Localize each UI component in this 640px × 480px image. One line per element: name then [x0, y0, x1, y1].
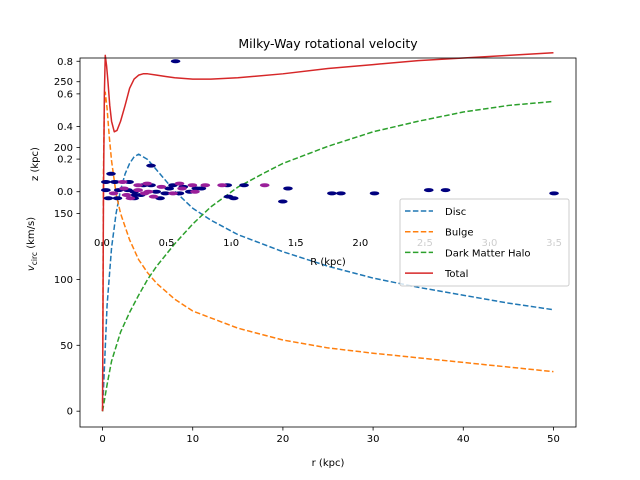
legend-label-total: Total — [444, 269, 468, 280]
inset-y-tick-label: 0.4 — [57, 122, 73, 133]
scatter-point-purple — [133, 188, 143, 193]
main-y-tick-label: 50 — [60, 341, 73, 352]
inset-x-tick-label: 1.5 — [288, 238, 304, 249]
scatter-point-navy — [101, 179, 111, 184]
scatter-point-navy — [283, 186, 293, 191]
main-axes-frame — [79, 57, 577, 428]
scatter-point-purple — [139, 191, 150, 196]
main-y-axis-label: vcirc (km/s) — [26, 217, 39, 271]
scatter-point-navy — [160, 191, 171, 196]
scatter-point-navy — [164, 186, 174, 191]
inset-y-ticks: 0.0 0.2 0.4 0.6 0.8 — [57, 57, 80, 198]
scatter-point-navy — [423, 188, 434, 193]
main-y-tick-label: 200 — [54, 143, 73, 154]
main-y-tick-label: 150 — [54, 209, 73, 220]
main-y-tick-label: 100 — [54, 275, 73, 286]
inset-x-axis-label: R (kpc) — [310, 257, 346, 268]
axes-spines — [79, 57, 577, 428]
scatter-point-purple — [200, 183, 211, 188]
main-y-ticks: 0 50 100 150 200 250 — [54, 77, 80, 418]
legend-label-disc: Disc — [445, 207, 466, 218]
scatter-point-navy — [151, 189, 162, 194]
scatter-point-purple — [121, 192, 132, 197]
main-x-tick-label: 40 — [457, 434, 470, 445]
scatter-point-purple — [217, 183, 227, 188]
main-x-tick-label: 20 — [277, 434, 290, 445]
scatter-point-navy — [106, 171, 116, 176]
main-x-tick-label: 30 — [367, 434, 380, 445]
scatter-point-purple — [156, 184, 167, 189]
scatter-point-navy — [277, 199, 288, 204]
scatter-point-navy — [196, 186, 207, 191]
legend-label-dark-matter-halo: Dark Matter Halo — [445, 248, 531, 259]
series-line-bulge — [101, 91, 554, 412]
scatter-point-navy — [327, 191, 337, 196]
scatter-point-navy — [336, 191, 346, 196]
scatter-point-purple — [187, 183, 198, 188]
scatter-point-navy — [239, 183, 249, 188]
scatter-point-purple — [119, 186, 129, 191]
legend-entries: Disc Bulge Dark Matter Halo Total — [405, 207, 531, 280]
inset-x-tick-label: 0.0 — [94, 238, 110, 249]
scatter-point-purple — [174, 181, 185, 186]
series-line-dark-matter-halo — [101, 100, 554, 412]
main-x-tick-label: 50 — [547, 434, 560, 445]
scatter-point-navy — [112, 196, 123, 201]
legend: Disc Bulge Dark Matter Halo Total — [399, 198, 570, 287]
scatter-point-navy — [130, 192, 141, 197]
inset-y-tick-label: 0.6 — [57, 89, 73, 100]
inset-x-tick-label: 1.0 — [223, 238, 239, 249]
scatter-point-navy — [369, 191, 380, 196]
scatter-point-purple — [133, 183, 143, 188]
main-x-ticks: 0 10 20 30 40 50 — [99, 427, 560, 445]
inset-y-axis-label: z (kpc) — [30, 147, 41, 181]
inset-x-tick-label: 0.5 — [159, 238, 175, 249]
scatter-point-purple — [190, 189, 200, 194]
scatter-point-purple — [108, 191, 119, 196]
inset-y-tick-label: 0.0 — [57, 187, 73, 198]
scatter-point-purple — [177, 186, 187, 191]
legend-label-bulge: Bulge — [445, 228, 473, 239]
main-x-tick-label: 10 — [186, 434, 199, 445]
scatter-point-purple — [125, 196, 136, 201]
chart-title: Milky-Way rotational velocity — [238, 36, 418, 51]
scatter-point-navy — [146, 163, 156, 168]
scatter-point-navy — [440, 188, 451, 193]
inset-y-tick-label: 0.8 — [57, 57, 73, 68]
main-x-tick-label: 0 — [99, 434, 105, 445]
legend-box — [399, 198, 570, 287]
scatter-point-purple — [168, 191, 178, 196]
scatter-point-purple — [142, 181, 152, 186]
scatter-point-purple — [148, 194, 159, 199]
inset-y-tick-label: 0.2 — [57, 155, 73, 166]
main-x-axis-label: r (kpc) — [312, 458, 345, 469]
inset-x-tick-label: 2.0 — [352, 238, 368, 249]
scatter-point-navy — [228, 196, 239, 201]
main-y-tick-label: 250 — [54, 77, 73, 88]
scatter-point-navy — [103, 196, 114, 201]
scatter-point-purple — [259, 183, 270, 188]
scatter-point-purple — [117, 179, 128, 184]
scatter-point-navy — [101, 188, 111, 193]
inset-scatter-points — [101, 59, 559, 204]
scatter-point-navy — [170, 59, 181, 64]
scatter-point-navy — [549, 191, 559, 196]
main-y-tick-label: 0 — [67, 407, 73, 418]
scatter-point-navy — [110, 179, 120, 184]
series-line-total — [101, 51, 554, 412]
